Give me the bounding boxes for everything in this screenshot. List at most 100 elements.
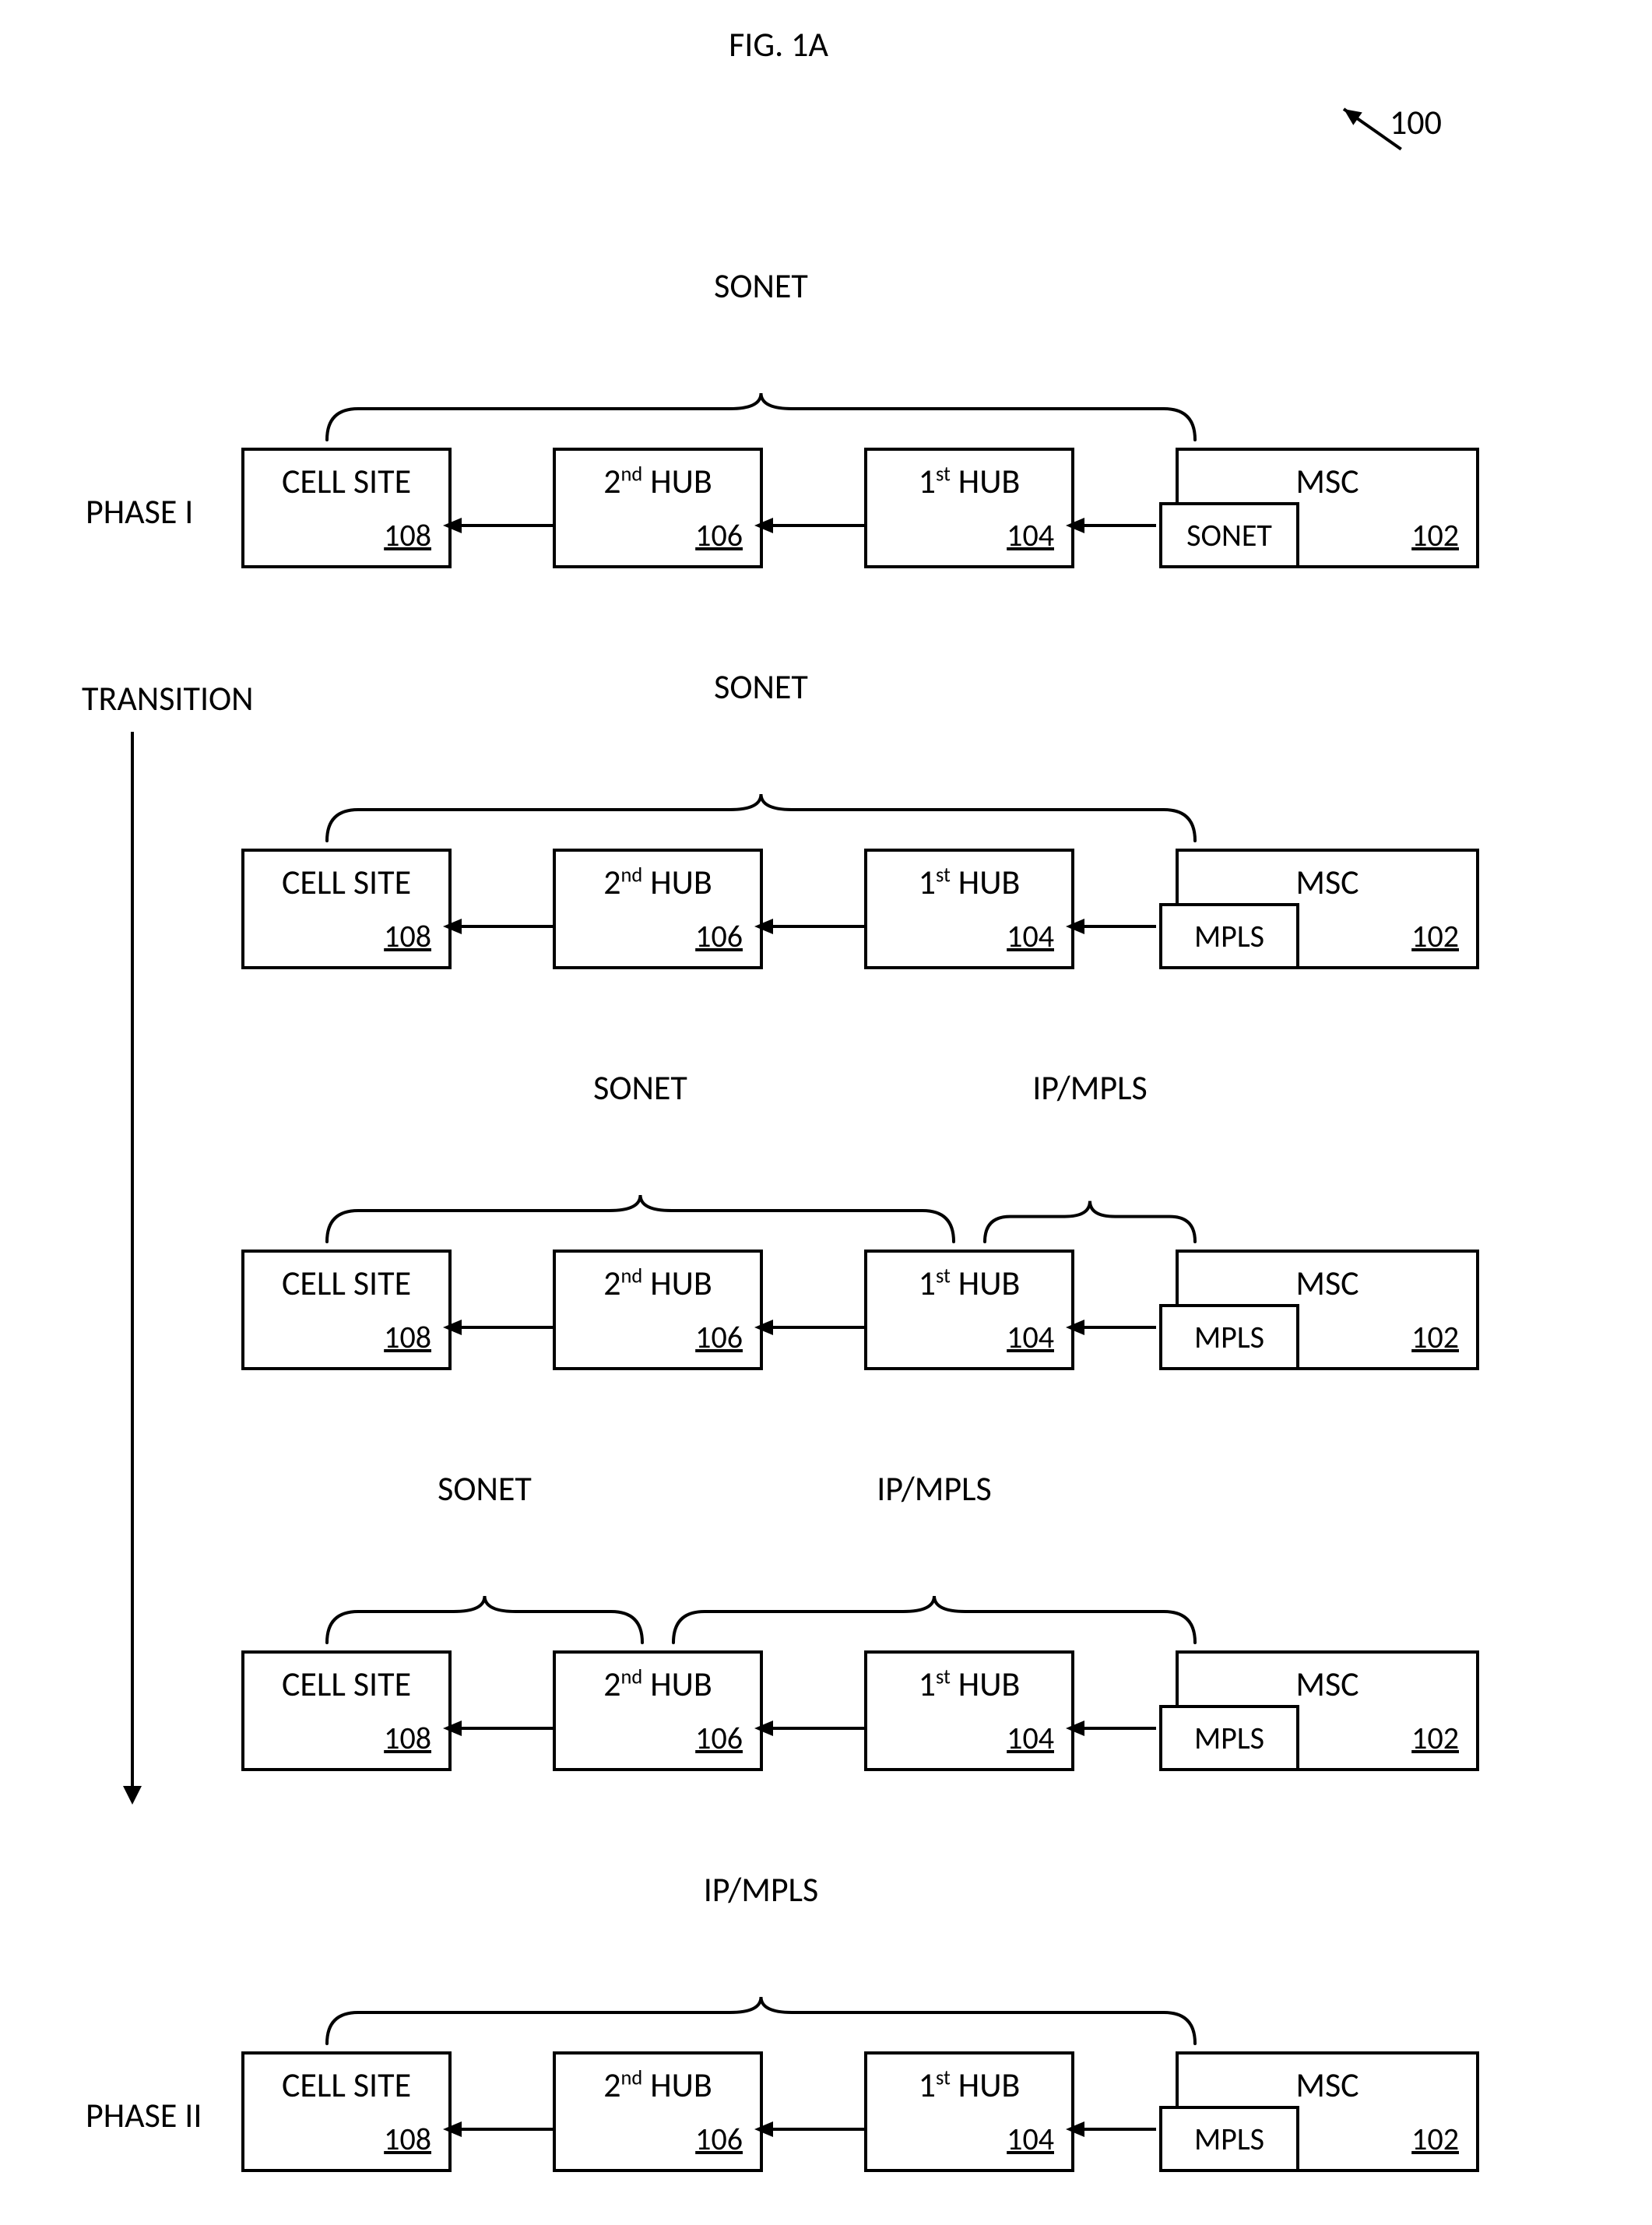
brace	[658, 1514, 1211, 1654]
msc-box-title: MSC	[1179, 861, 1476, 903]
diagram-row: PHASE II IP/MPLS CELL SITE 108 2nd HUB 106 1st…	[0, 1822, 1652, 2172]
flow-arrow	[440, 2118, 564, 2141]
flow-arrow	[1063, 915, 1168, 938]
cell-site-box-title: CELL SITE	[244, 1663, 448, 1705]
msc-box-title: MSC	[1179, 460, 1476, 502]
cell-site-box-title: CELL SITE	[244, 1262, 448, 1304]
flow-arrow	[751, 1717, 876, 1740]
brace-label: SONET	[438, 1468, 532, 1510]
brace	[311, 1514, 658, 1654]
flow-arrow	[1063, 1316, 1168, 1339]
flow-arrow	[440, 1316, 564, 1339]
first-hub-box-title: 1st HUB	[867, 861, 1071, 903]
brace-label: IP/MPLS	[704, 1868, 819, 1910]
msc-protocol-box: MPLS	[1159, 1304, 1299, 1370]
msc-protocol-box: SONET	[1159, 502, 1299, 568]
second-hub-box-title: 2nd HUB	[556, 460, 760, 502]
second-hub-box: 2nd HUB 106	[553, 1650, 763, 1771]
msc-protocol-box: MPLS	[1159, 2106, 1299, 2172]
cell-site-box-ref: 108	[384, 2120, 431, 2158]
cell-site-box-ref: 108	[384, 917, 431, 955]
msc-box-ref: 102	[1411, 516, 1459, 554]
second-hub-box-ref: 106	[695, 2120, 743, 2158]
second-hub-box: 2nd HUB 106	[553, 2051, 763, 2172]
second-hub-box-ref: 106	[695, 1719, 743, 1757]
figure-title: FIG. 1A	[729, 23, 828, 65]
cell-site-box: CELL SITE 108	[241, 1650, 452, 1771]
flow-arrow	[1063, 514, 1168, 537]
first-hub-box-title: 1st HUB	[867, 460, 1071, 502]
first-hub-box: 1st HUB 104	[864, 849, 1074, 969]
second-hub-box: 2nd HUB 106	[553, 849, 763, 969]
cell-site-box: CELL SITE 108	[241, 2051, 452, 2172]
first-hub-box: 1st HUB 104	[864, 2051, 1074, 2172]
msc-protocol-box: MPLS	[1159, 903, 1299, 969]
flow-arrow	[751, 915, 876, 938]
brace-label: IP/MPLS	[877, 1468, 992, 1510]
flow-arrow	[751, 1316, 876, 1339]
msc-box: MSC102MPLS	[1176, 1650, 1479, 1771]
second-hub-box-title: 2nd HUB	[556, 2064, 760, 2106]
msc-box: MSC102SONET	[1176, 448, 1479, 568]
first-hub-box-title: 1st HUB	[867, 1663, 1071, 1705]
diagram-row: SONET IP/MPLS CELL SITE 108 2nd HUB 106 1st HU…	[0, 1020, 1652, 1370]
second-hub-box: 2nd HUB 106	[553, 1250, 763, 1370]
phase-label: PHASE II	[86, 2094, 202, 2136]
first-hub-box-ref: 104	[1007, 1318, 1054, 1356]
msc-box: MSC102MPLS	[1176, 849, 1479, 969]
brace-label: SONET	[593, 1067, 687, 1109]
first-hub-box: 1st HUB 104	[864, 1650, 1074, 1771]
brace	[311, 311, 1211, 452]
msc-box: MSC102MPLS	[1176, 1250, 1479, 1370]
brace-label: IP/MPLS	[1032, 1067, 1148, 1109]
ref-arrow	[1328, 93, 1417, 165]
phase-label: PHASE I	[86, 490, 193, 533]
msc-box-ref: 102	[1411, 1719, 1459, 1757]
msc-box-ref: 102	[1411, 917, 1459, 955]
flow-arrow	[440, 1717, 564, 1740]
cell-site-box-ref: 108	[384, 1318, 431, 1356]
flow-arrow	[1063, 2118, 1168, 2141]
second-hub-box-ref: 106	[695, 516, 743, 554]
first-hub-box-ref: 104	[1007, 2120, 1054, 2158]
first-hub-box-ref: 104	[1007, 516, 1054, 554]
cell-site-box-ref: 108	[384, 516, 431, 554]
first-hub-box: 1st HUB 104	[864, 448, 1074, 568]
flow-arrow	[751, 514, 876, 537]
brace	[311, 712, 1211, 852]
flow-arrow	[440, 514, 564, 537]
cell-site-box: CELL SITE 108	[241, 849, 452, 969]
second-hub-box-ref: 106	[695, 1318, 743, 1356]
second-hub-box-title: 2nd HUB	[556, 1663, 760, 1705]
cell-site-box: CELL SITE 108	[241, 448, 452, 568]
brace-label: SONET	[714, 666, 808, 708]
msc-box-title: MSC	[1179, 2064, 1476, 2106]
cell-site-box-ref: 108	[384, 1719, 431, 1757]
brace	[311, 1915, 1211, 2055]
first-hub-box-title: 1st HUB	[867, 2064, 1071, 2106]
msc-box-title: MSC	[1179, 1262, 1476, 1304]
brace	[969, 1113, 1211, 1253]
msc-box-ref: 102	[1411, 2120, 1459, 2158]
brace-label: SONET	[714, 265, 808, 307]
first-hub-box-title: 1st HUB	[867, 1262, 1071, 1304]
first-hub-box-ref: 104	[1007, 917, 1054, 955]
diagram-row: SONET CELL SITE 108 2nd HUB 106 1st HUB 104 MSC…	[0, 619, 1652, 969]
flow-arrow	[751, 2118, 876, 2141]
cell-site-box-title: CELL SITE	[244, 460, 448, 502]
second-hub-box-title: 2nd HUB	[556, 1262, 760, 1304]
second-hub-box-ref: 106	[695, 917, 743, 955]
diagram-row: SONET IP/MPLS CELL SITE 108 2nd HUB 106 1st HU…	[0, 1421, 1652, 1771]
cell-site-box: CELL SITE 108	[241, 1250, 452, 1370]
first-hub-box-ref: 104	[1007, 1719, 1054, 1757]
second-hub-box-title: 2nd HUB	[556, 861, 760, 903]
brace	[311, 1113, 969, 1253]
msc-box: MSC102MPLS	[1176, 2051, 1479, 2172]
first-hub-box: 1st HUB 104	[864, 1250, 1074, 1370]
cell-site-box-title: CELL SITE	[244, 861, 448, 903]
msc-box-ref: 102	[1411, 1318, 1459, 1356]
cell-site-box-title: CELL SITE	[244, 2064, 448, 2106]
flow-arrow	[440, 915, 564, 938]
flow-arrow	[1063, 1717, 1168, 1740]
diagram-row: PHASE I SONET CELL SITE 108 2nd HUB 106 1st HU…	[0, 218, 1652, 568]
